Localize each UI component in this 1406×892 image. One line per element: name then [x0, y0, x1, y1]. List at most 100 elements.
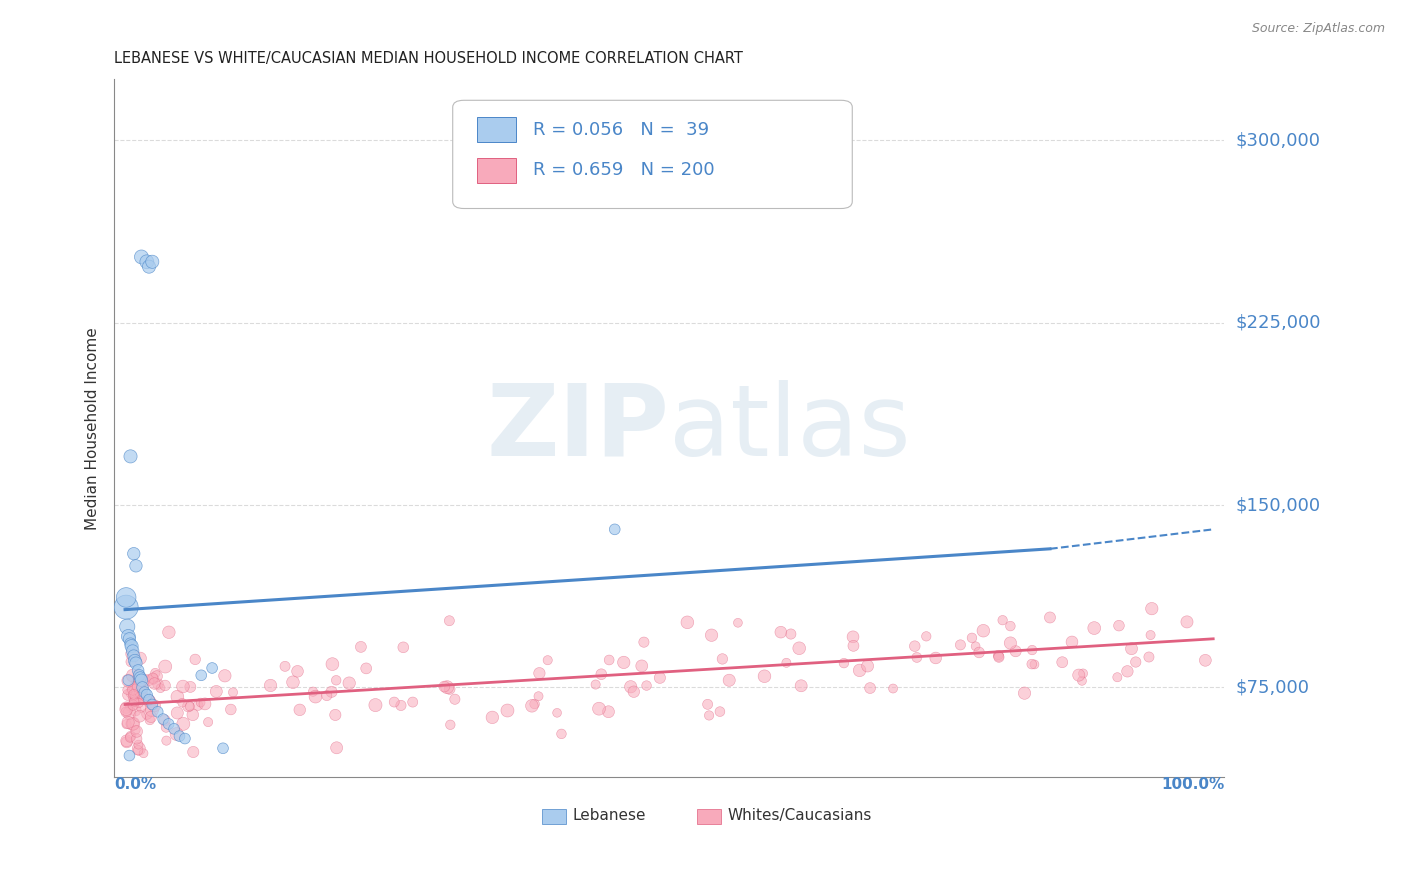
Point — [136, 706, 159, 721]
Point — [166, 706, 188, 720]
Point — [163, 722, 186, 736]
Text: ZIP: ZIP — [486, 380, 669, 477]
Point — [754, 669, 776, 683]
Point — [141, 254, 163, 268]
Point — [613, 656, 636, 670]
Point — [181, 745, 204, 759]
Point — [633, 635, 655, 649]
Point — [115, 734, 138, 748]
Point — [987, 650, 1010, 665]
FancyBboxPatch shape — [453, 100, 852, 209]
Point — [323, 707, 346, 722]
Point — [129, 669, 152, 683]
Bar — [541, 809, 567, 824]
Point — [620, 680, 643, 694]
Point — [128, 679, 150, 693]
Point — [120, 637, 142, 651]
Point — [129, 689, 152, 703]
Point — [120, 731, 142, 745]
Point — [523, 697, 546, 711]
Point — [1067, 668, 1090, 682]
Point — [120, 450, 142, 464]
Point — [146, 705, 169, 719]
Point — [439, 681, 461, 696]
Point — [117, 715, 139, 730]
Point — [882, 681, 904, 696]
Point — [117, 673, 139, 688]
Point — [1116, 665, 1139, 679]
Point — [172, 680, 194, 694]
Point — [588, 701, 610, 715]
Point — [972, 624, 994, 638]
Point — [157, 625, 180, 640]
Point — [904, 639, 927, 653]
Point — [321, 657, 343, 672]
Point — [122, 682, 145, 697]
Point — [142, 672, 165, 686]
Point — [122, 698, 145, 713]
Point — [129, 700, 152, 714]
Point — [274, 659, 297, 673]
Point — [259, 678, 281, 692]
Point — [177, 699, 200, 714]
Point — [779, 627, 801, 641]
Point — [709, 705, 731, 719]
Point — [124, 703, 146, 717]
Point — [135, 254, 157, 268]
Point — [439, 718, 461, 732]
Point — [630, 659, 652, 673]
Point — [219, 702, 242, 716]
Point — [125, 656, 148, 670]
Point — [115, 600, 138, 615]
Point — [325, 740, 347, 755]
Point — [550, 727, 572, 741]
Point — [787, 641, 810, 656]
Point — [598, 705, 620, 719]
Point — [115, 682, 138, 697]
Point — [179, 699, 201, 714]
Text: atlas: atlas — [669, 380, 911, 477]
Point — [700, 628, 723, 642]
Point — [382, 695, 405, 709]
Point — [184, 652, 207, 666]
Point — [676, 615, 699, 630]
Point — [122, 695, 145, 709]
Point — [546, 706, 568, 720]
Text: R = 0.056   N =  39: R = 0.056 N = 39 — [533, 120, 709, 138]
Point — [287, 665, 309, 679]
Point — [402, 695, 425, 709]
Point — [117, 673, 139, 688]
Point — [117, 688, 139, 702]
Point — [127, 673, 149, 688]
Point — [115, 702, 138, 716]
Point — [1021, 643, 1043, 657]
Point — [143, 676, 166, 690]
Point — [350, 640, 373, 654]
Text: LEBANESE VS WHITE/CAUCASIAN MEDIAN HOUSEHOLD INCOME CORRELATION CHART: LEBANESE VS WHITE/CAUCASIAN MEDIAN HOUSE… — [114, 51, 742, 66]
Text: Source: ZipAtlas.com: Source: ZipAtlas.com — [1251, 22, 1385, 36]
Point — [172, 716, 194, 731]
Point — [648, 671, 671, 685]
Bar — [477, 117, 516, 142]
Point — [127, 738, 149, 752]
Point — [1039, 610, 1062, 624]
Point — [389, 698, 412, 713]
Text: $300,000: $300,000 — [1236, 131, 1320, 149]
Point — [1108, 618, 1130, 632]
Point — [127, 667, 149, 681]
Point — [115, 735, 138, 749]
Point — [967, 645, 990, 659]
Point — [537, 653, 560, 667]
Text: $75,000: $75,000 — [1236, 679, 1309, 697]
Point — [153, 714, 176, 728]
Point — [636, 679, 658, 693]
Point — [134, 692, 156, 706]
Point — [337, 676, 360, 690]
Point — [842, 639, 865, 653]
Text: $150,000: $150,000 — [1236, 496, 1320, 514]
Point — [354, 661, 377, 675]
Point — [949, 638, 972, 652]
Point — [120, 655, 142, 669]
Point — [143, 698, 166, 713]
Text: R = 0.659   N = 200: R = 0.659 N = 200 — [533, 161, 714, 179]
